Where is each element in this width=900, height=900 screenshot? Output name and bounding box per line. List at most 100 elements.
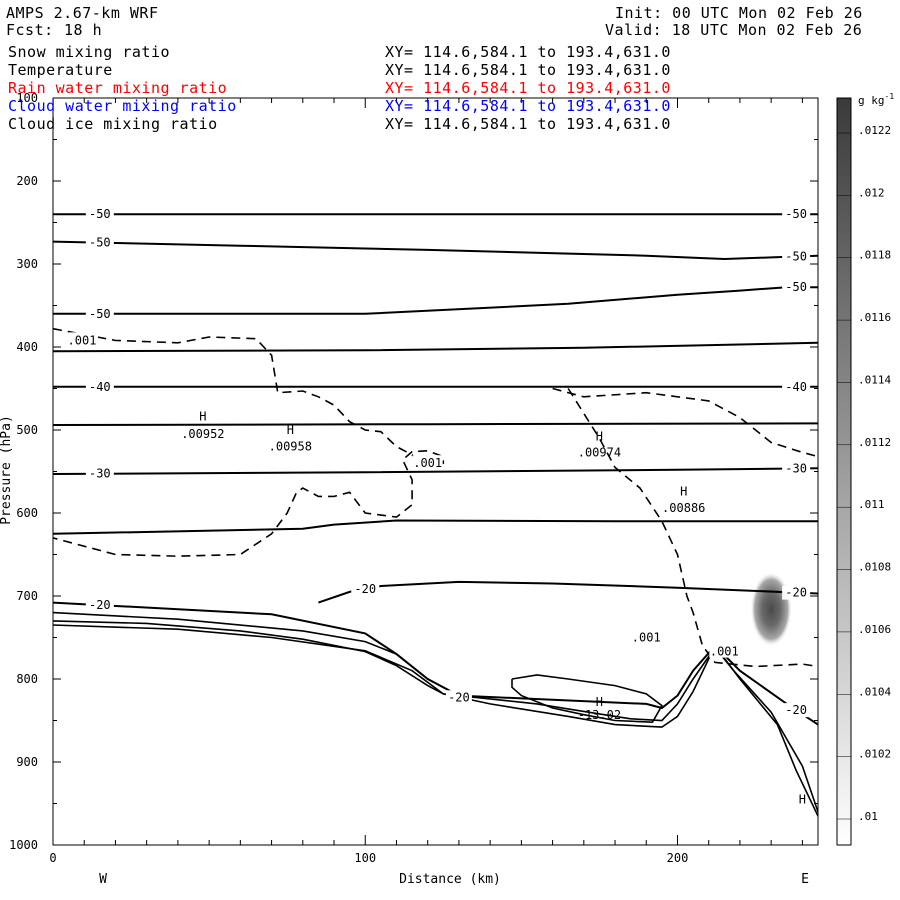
colorbar-tick-label: .0116: [858, 311, 891, 324]
legend-label: Cloud water mixing ratio: [8, 97, 237, 115]
contour-label-bg: [65, 332, 98, 347]
annotation-label: H: [199, 410, 206, 424]
annotation-label: .00886: [662, 501, 705, 515]
contour-label-bg: [782, 249, 811, 264]
legend-xy: XY= 114.6,584.1 to 193.4,631.0: [385, 61, 671, 79]
legend-label: Temperature: [8, 61, 113, 79]
temperature-contour-label: -50: [89, 236, 111, 250]
x-axis: 0 100 200: [49, 98, 803, 865]
legend-xy: XY= 114.6,584.1 to 193.4,631.0: [385, 115, 671, 133]
contour-label-bg: [85, 235, 114, 250]
temperature-contour-label: -50: [785, 280, 807, 294]
colorbar-tick-label: .0118: [858, 249, 891, 262]
y-axis-title: Pressure (hPa): [0, 415, 14, 525]
temperature-contour: [53, 467, 818, 475]
annotation-label: H: [596, 430, 603, 444]
colorbar-tick-label: .0108: [858, 561, 891, 574]
snow-contour: [552, 387, 818, 458]
x-tick-label: 100: [354, 851, 376, 865]
temperature-contour: [53, 341, 818, 353]
contour-label-bg: [85, 598, 114, 613]
temperature-contour-label: -20: [785, 703, 807, 717]
annotation-label: H: [799, 792, 806, 806]
contour-label-bg: [782, 379, 811, 394]
temperature-contour-label: -40: [785, 380, 807, 394]
x-tick-label: 200: [667, 851, 689, 865]
terrain-line: [53, 624, 818, 817]
temperature-contour: [53, 422, 818, 426]
annotation-label: H: [680, 484, 687, 498]
annotation-bg: [412, 455, 443, 470]
y-tick-label: 500: [16, 423, 38, 437]
annotation-label: H: [596, 695, 603, 709]
temperature-contour-label: -20: [448, 690, 470, 704]
temperature-contour-label: -20: [785, 586, 807, 600]
contour-label-bg: [782, 585, 811, 600]
legend-label: Snow mixing ratio: [8, 43, 171, 61]
colorbar-tick-label: .0106: [858, 623, 891, 636]
colorbar-tick-label: .0112: [858, 436, 891, 449]
colorbar-tick-label: .012: [858, 186, 885, 199]
temperature-contour-label: -20: [354, 582, 376, 596]
terrain-line: [53, 620, 818, 813]
annotation-label: H: [287, 423, 294, 437]
contour-label-bg: [782, 461, 811, 476]
temperature-contour-label: -30: [89, 467, 111, 481]
contour-label-bg: [782, 703, 811, 718]
temperature-contour-label: -20: [89, 598, 111, 612]
ice-contour: [511, 674, 663, 724]
forecast-label: Fcst:: [6, 21, 54, 39]
init-time: Init: 00 UTC Mon 02 Feb 26: [615, 4, 863, 22]
temperature-contour-label: -40: [89, 380, 111, 394]
contour-label-bg: [782, 207, 811, 222]
colorbar-tick-label: .0104: [858, 685, 891, 698]
forecast-hours: 18 h: [64, 21, 103, 39]
annotation-bg: [631, 629, 662, 644]
colorbar: [836, 97, 852, 846]
x-axis-title: Distance (km): [399, 872, 501, 887]
colorbar-tick-label: .0102: [858, 748, 891, 761]
legend-xy: XY= 114.6,584.1 to 193.4,631.0: [385, 43, 671, 61]
west-label: W: [99, 872, 107, 887]
y-tick-label: 700: [16, 589, 38, 603]
valid-time: Valid: 18 UTC Mon 02 Feb 26: [605, 21, 863, 39]
contour-label-bg: [445, 690, 472, 705]
y-tick-label: 1000: [9, 838, 38, 852]
temperature-contour: [53, 240, 818, 261]
annotation-label: .001: [413, 456, 442, 470]
annotation-label: .00974: [578, 445, 621, 459]
temperature-contour: [53, 519, 818, 535]
contour-label-bg: [85, 466, 114, 481]
legend-label: Cloud ice mixing ratio: [8, 115, 218, 133]
east-label: E: [801, 872, 809, 887]
cloud-ice-maximum: [750, 571, 792, 647]
annotation-bg: [709, 643, 740, 658]
colorbar-tick-label: .0122: [858, 124, 891, 137]
annotation-label: .00952: [181, 427, 224, 441]
temperature-contours: -50 -50 -50 -50 -50 -50 -40 -40 -30 -30 -20 -20 -20 -…: [53, 207, 818, 726]
legend-xy: XY= 114.6,584.1 to 193.4,631.0: [385, 79, 671, 97]
annotation-label: .001: [632, 631, 661, 645]
cloud-ice-max-blob: [750, 571, 792, 647]
colorbar-unit: g kg-1: [858, 92, 894, 107]
temperature-contour-label: -30: [785, 461, 807, 475]
legend-label: Rain water mixing ratio: [8, 79, 228, 97]
annotation-label: .00958: [269, 440, 312, 454]
snow-contours: .001: [53, 327, 818, 668]
colorbar-ticks: .0122 .012 .0118 .0116 .0114 .0112 .011 .0108 .0…: [837, 124, 891, 823]
y-tick-label: 800: [16, 672, 38, 686]
temperature-contour-label: -50: [89, 207, 111, 221]
temperature-contour-label: -50: [89, 307, 111, 321]
contour-label-bg: [85, 379, 114, 394]
colorbar-tick-label: .011: [858, 498, 885, 511]
annotation-label: .001: [710, 645, 739, 659]
ice-contours: -13.02: [511, 674, 663, 724]
snow-contour: [567, 388, 818, 668]
temperature-contour-label: -50: [785, 207, 807, 221]
snow-contour-label: .001: [68, 333, 97, 347]
x-tick-label: 0: [49, 851, 56, 865]
colorbar-tick-label: .0114: [858, 373, 891, 386]
y-tick-label: 100: [16, 91, 38, 105]
y-axis: 100 200 300 400 500 600 700 800 900 1000: [9, 91, 818, 852]
